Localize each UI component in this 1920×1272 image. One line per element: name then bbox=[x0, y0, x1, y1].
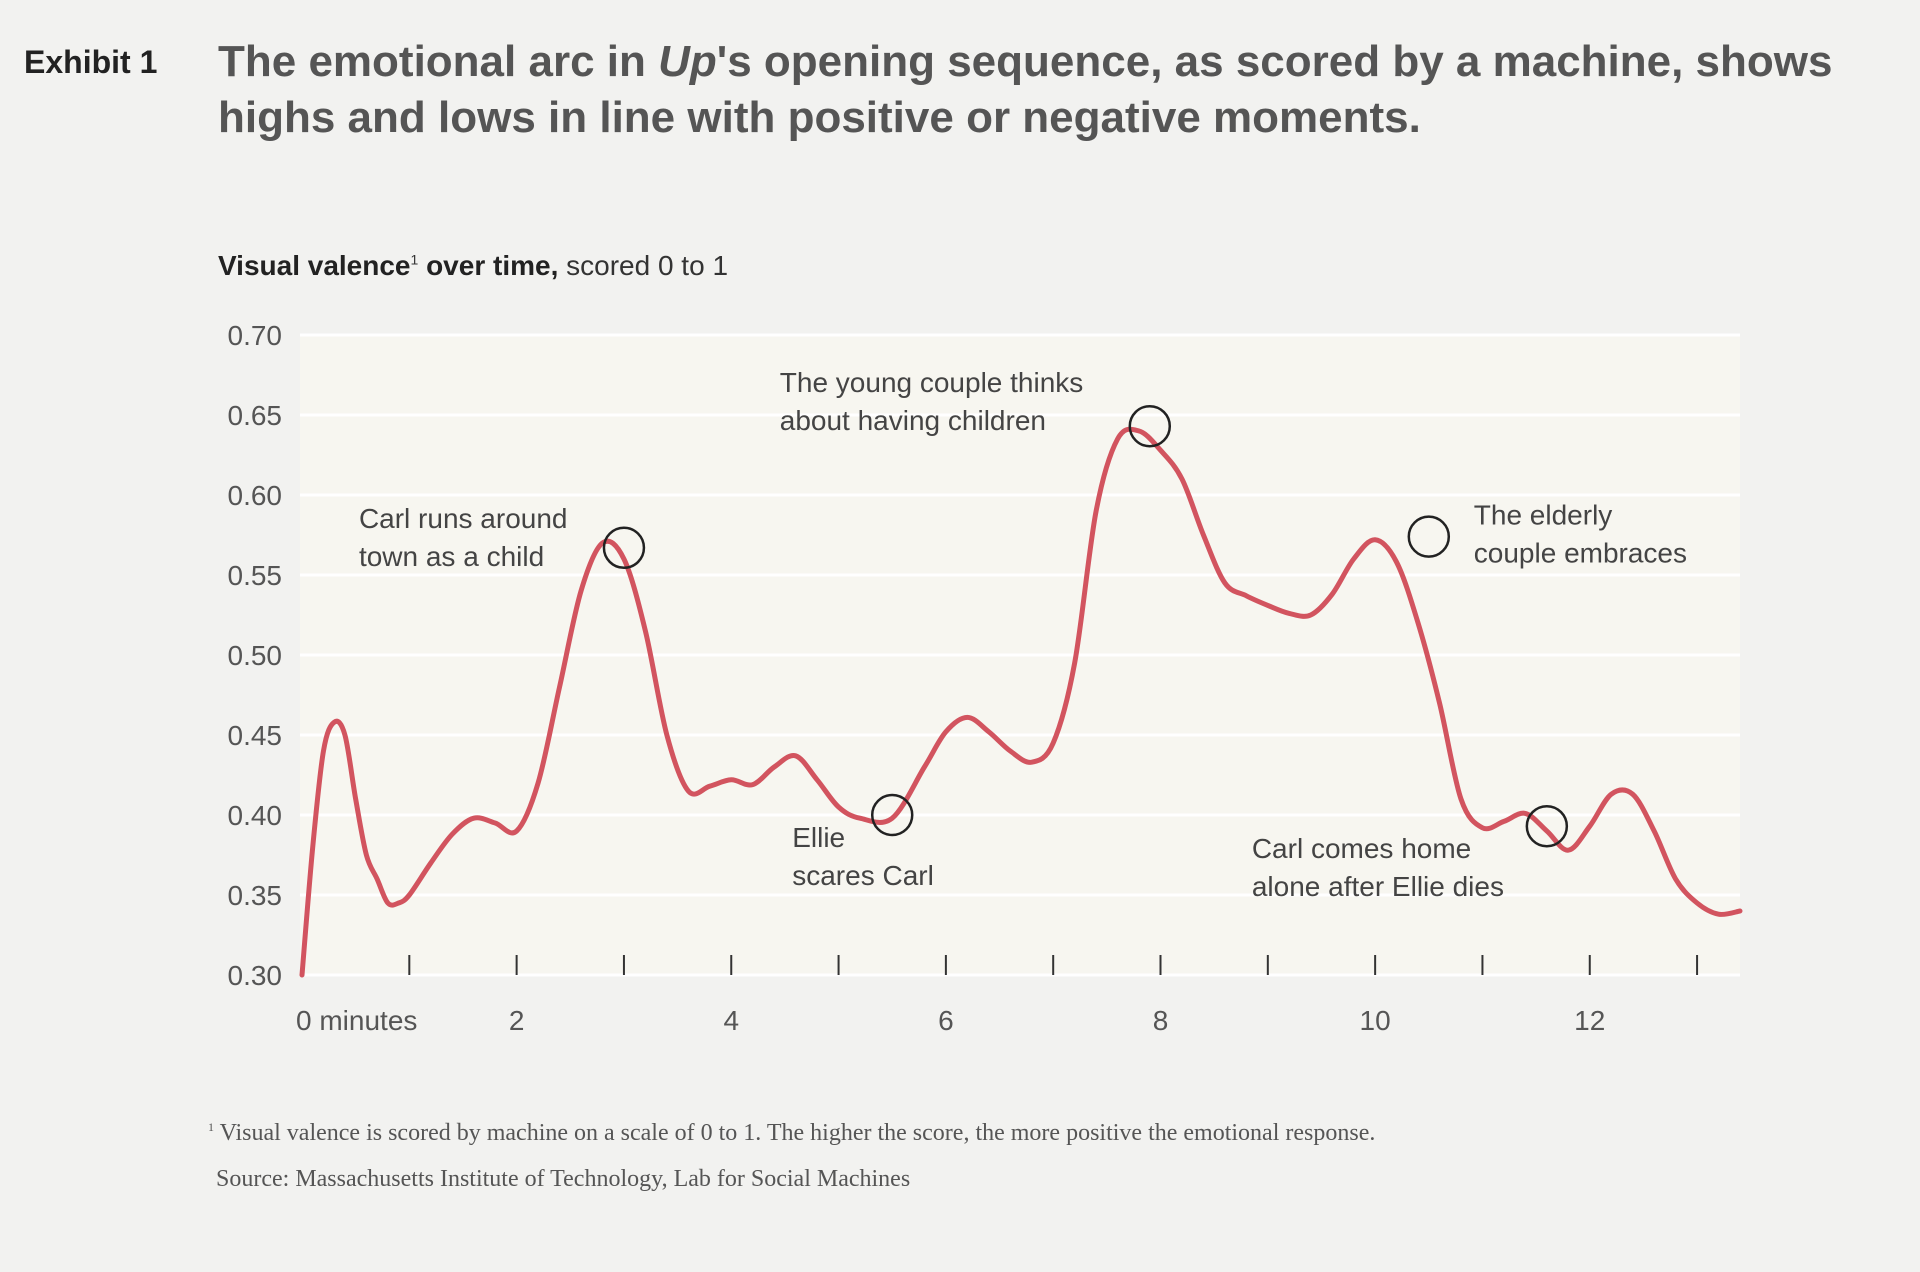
x-tick-label: 8 bbox=[1153, 1005, 1169, 1036]
subtitle-bold: Visual valence bbox=[218, 250, 411, 281]
title-emphasis: Up bbox=[658, 37, 717, 86]
annotation-label-line2: scares Carl bbox=[792, 860, 934, 891]
footnote-marker: 1 bbox=[208, 1120, 214, 1134]
annotation-label-line2: town as a child bbox=[359, 541, 544, 572]
annotation-marker-circle bbox=[1407, 515, 1451, 558]
y-tick-label: 0.70 bbox=[228, 320, 283, 351]
subtitle-rest: scored 0 to 1 bbox=[558, 250, 729, 281]
annotation-marker-circle bbox=[1128, 404, 1172, 448]
annotation-label-line1: Carl runs around bbox=[359, 503, 568, 534]
y-axis: 0.30 0.35 0.40 0.45 0.50 0.55 0.60 0.65 0.70 bbox=[228, 320, 283, 991]
y-tick-label: 0.55 bbox=[228, 560, 283, 591]
source-note: Source: Massachusetts Institute of Techn… bbox=[216, 1166, 911, 1192]
y-tick-label: 0.35 bbox=[228, 880, 283, 911]
y-tick-label: 0.30 bbox=[228, 960, 283, 991]
y-tick-label: 0.65 bbox=[228, 400, 283, 431]
x-tick-label: 12 bbox=[1574, 1005, 1605, 1036]
footnote-text: Visual valence is scored by machine on a… bbox=[219, 1120, 1376, 1146]
title-pre: The emotional arc in bbox=[218, 37, 659, 86]
annotations: Carl runs around town as a child Ellie scar… bbox=[359, 367, 1687, 902]
subtitle-bold-2: over time, bbox=[418, 250, 559, 281]
series-line-visual-valence bbox=[299, 426, 1743, 978]
y-tick-label: 0.45 bbox=[228, 720, 283, 751]
exhibit-label: Exhibit 1 bbox=[24, 44, 158, 80]
x-tick-label: 4 bbox=[723, 1005, 739, 1036]
x-tick-label: 6 bbox=[938, 1005, 954, 1036]
footnote: 1 Visual valence is scored by machine on… bbox=[208, 1120, 1375, 1147]
annotation-label-line2: about having children bbox=[780, 405, 1046, 436]
gridlines bbox=[300, 333, 1740, 977]
x-axis: 0 minutes 2 4 6 8 10 12 bbox=[296, 955, 1699, 1036]
annotation-label-line2: couple embraces bbox=[1474, 538, 1687, 569]
x-tick-label: 2 bbox=[509, 1005, 525, 1036]
annotation-marker-circle bbox=[602, 526, 646, 570]
annotation-marker-circle bbox=[870, 793, 914, 837]
annotation-label-line1: The elderly bbox=[1474, 500, 1613, 531]
annotation-label-line1: The young couple thinks bbox=[780, 367, 1084, 398]
x-tick-label: 0 minutes bbox=[296, 1005, 417, 1036]
y-tick-label: 0.40 bbox=[228, 800, 283, 831]
annotation-label-line1: Carl comes home bbox=[1252, 833, 1471, 864]
title-post: 's opening sequence, as scored by a mach… bbox=[218, 37, 1833, 142]
annotation-label-line2: alone after Ellie dies bbox=[1252, 871, 1504, 902]
chart-subtitle: Visual valence1 over time, scored 0 to 1 bbox=[218, 250, 728, 282]
annotation-marker-circle bbox=[1525, 804, 1569, 848]
annotation-label-line1: Ellie bbox=[792, 822, 845, 853]
subtitle-footnote-marker: 1 bbox=[410, 251, 419, 268]
chart-title: The emotional arc in Up's opening sequen… bbox=[218, 34, 1858, 146]
y-tick-label: 0.50 bbox=[228, 640, 283, 671]
y-tick-label: 0.60 bbox=[228, 480, 283, 511]
x-tick-label: 10 bbox=[1360, 1005, 1391, 1036]
